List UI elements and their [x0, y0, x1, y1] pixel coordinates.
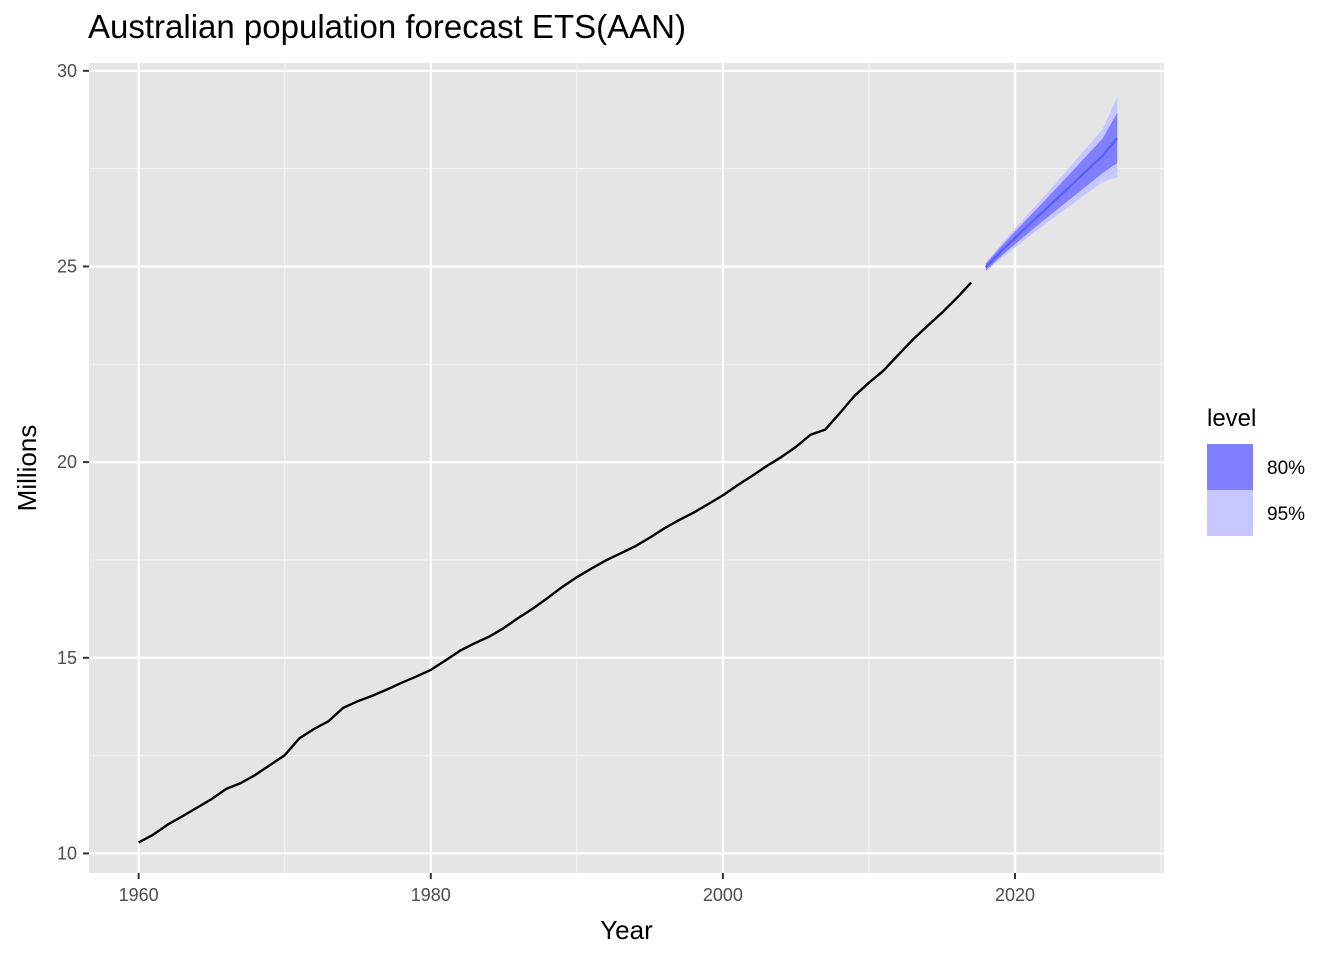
- series-lines: [138, 137, 1119, 844]
- y-tick-label: 20: [57, 452, 77, 472]
- band-80: [985, 112, 1118, 271]
- forecast-line: [985, 137, 1119, 269]
- y-axis: 10 15 20 25 30: [57, 61, 89, 863]
- y-tick-label: 30: [57, 61, 77, 81]
- legend-key-95: [1207, 490, 1253, 536]
- legend-key-80: [1207, 444, 1253, 490]
- legend-label: 95%: [1267, 504, 1305, 525]
- forecast-intervals: [985, 97, 1118, 272]
- x-tick-label: 1980: [411, 885, 451, 905]
- x-tick-label: 2000: [703, 885, 743, 905]
- plot-panel: [89, 63, 1164, 873]
- x-axis-title: Year: [600, 915, 653, 945]
- y-tick-label: 25: [57, 256, 77, 276]
- x-tick-label: 2020: [995, 885, 1035, 905]
- y-tick-label: 15: [57, 648, 77, 668]
- x-tick-label: 1960: [119, 885, 159, 905]
- y-tick-label: 10: [57, 843, 77, 863]
- legend-title: level: [1207, 405, 1256, 432]
- historical-line: [138, 281, 973, 844]
- legend-label: 80%: [1267, 458, 1305, 479]
- y-axis-title: Millions: [12, 425, 42, 512]
- minor-gridlines: [89, 63, 1164, 873]
- chart-title: Australian population forecast ETS(AAN): [88, 8, 686, 45]
- legend: level 80% 95%: [1207, 405, 1305, 536]
- x-axis: 1960 1980 2000 2020: [119, 873, 1035, 905]
- major-gridlines: [89, 63, 1164, 873]
